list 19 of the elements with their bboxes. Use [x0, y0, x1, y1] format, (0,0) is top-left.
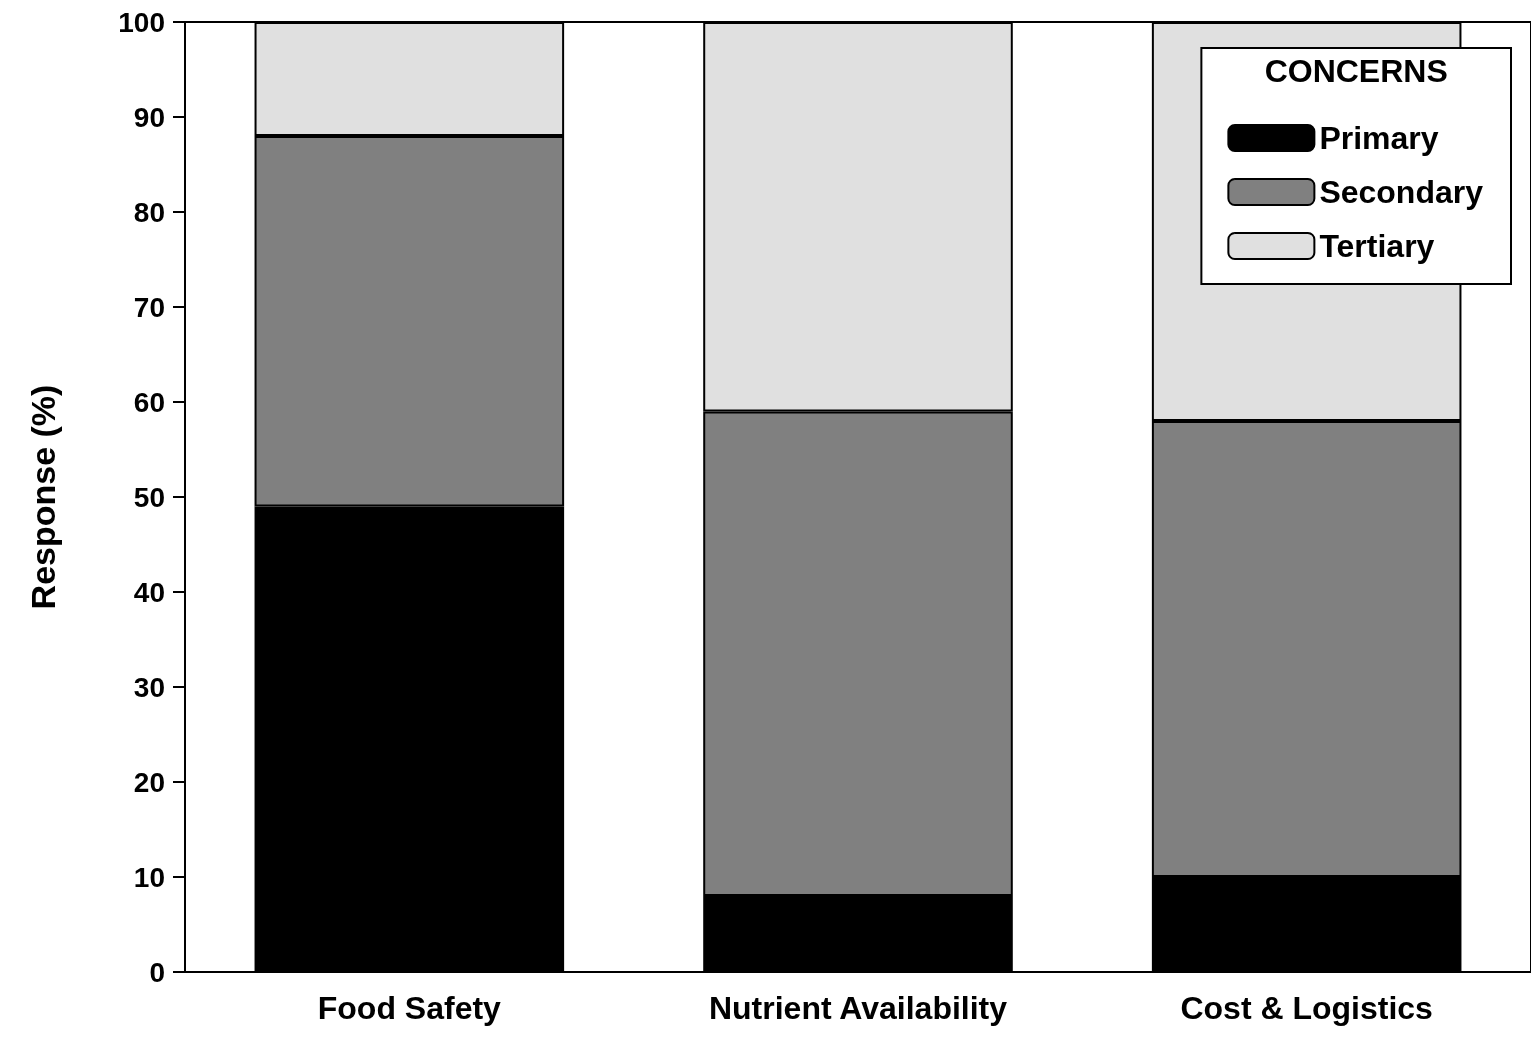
y-tick-label: 90 — [133, 101, 165, 133]
legend-label: Primary — [1319, 120, 1439, 156]
y-tick-label: 60 — [133, 386, 165, 418]
y-tick-label: 50 — [133, 481, 165, 513]
legend-label: Tertiary — [1319, 228, 1435, 264]
y-tick-label: 70 — [133, 291, 165, 323]
x-tick-label: Food Safety — [317, 990, 502, 1026]
y-tick-label: 10 — [133, 861, 165, 893]
y-tick-label: 80 — [133, 196, 165, 228]
x-tick-label: Cost & Logistics — [1180, 990, 1433, 1026]
y-tick-label: 20 — [133, 766, 165, 798]
y-tick-label: 100 — [118, 6, 165, 38]
y-axis-title: Response (%) — [24, 384, 62, 610]
x-tick-label: Nutrient Availability — [708, 990, 1008, 1026]
legend-label: Secondary — [1319, 174, 1484, 210]
y-tick-label: 30 — [133, 671, 165, 703]
y-tick-label: 0 — [149, 956, 165, 988]
y-tick-label: 40 — [133, 576, 165, 608]
legend-title: CONCERNS — [1264, 53, 1448, 89]
